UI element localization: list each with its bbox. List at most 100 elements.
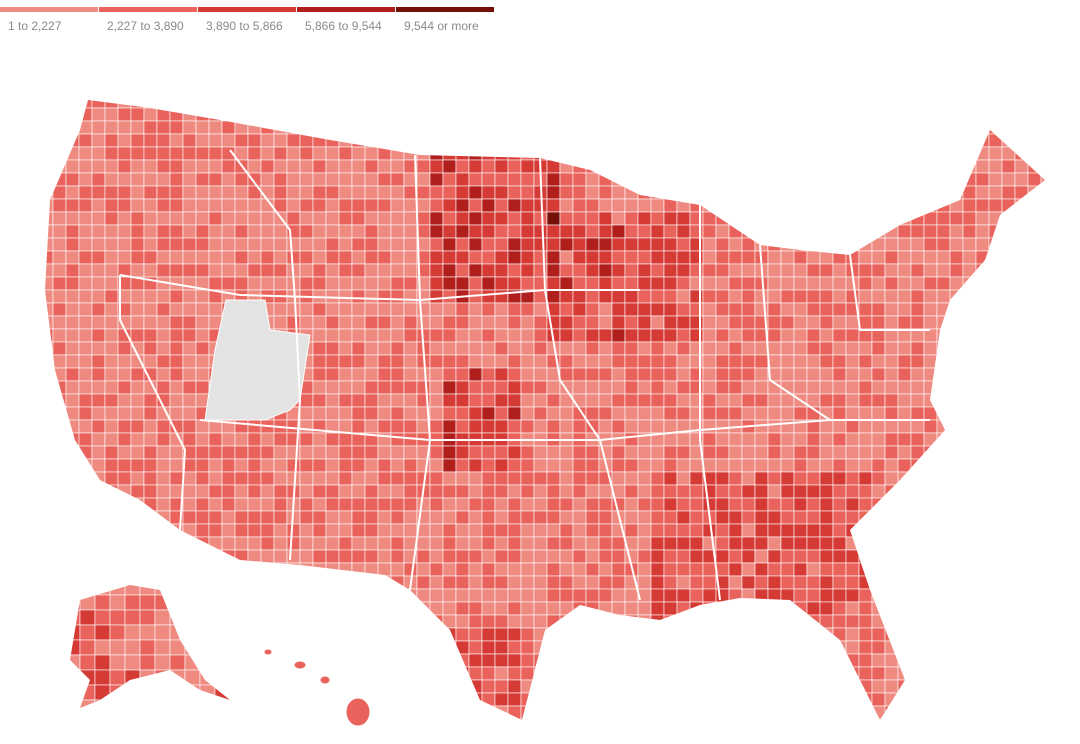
- county: [507, 497, 522, 512]
- county: [949, 679, 964, 694]
- county: [754, 679, 769, 694]
- county: [78, 510, 93, 525]
- county: [923, 471, 938, 486]
- county: [845, 536, 860, 551]
- county: [208, 666, 223, 681]
- county: [650, 445, 665, 460]
- county: [429, 458, 444, 473]
- county: [403, 341, 418, 356]
- county: [585, 133, 600, 148]
- county: [832, 484, 847, 499]
- county: [494, 172, 509, 187]
- county: [598, 250, 613, 265]
- county: [247, 705, 262, 720]
- county: [130, 120, 145, 135]
- county: [910, 159, 925, 174]
- county: [897, 549, 912, 564]
- county: [1001, 250, 1016, 265]
- county: [871, 588, 886, 603]
- county: [299, 640, 314, 655]
- county: [793, 640, 808, 655]
- county: [546, 211, 561, 226]
- county: [208, 107, 223, 122]
- county: [104, 575, 119, 590]
- county: [364, 159, 379, 174]
- county: [481, 393, 496, 408]
- county: [702, 432, 717, 447]
- county: [390, 185, 405, 200]
- county: [195, 146, 210, 161]
- county: [884, 315, 899, 330]
- county: [845, 432, 860, 447]
- county: [819, 328, 834, 343]
- county: [871, 536, 886, 551]
- county: [572, 419, 587, 434]
- county: [130, 198, 145, 213]
- county: [663, 211, 678, 226]
- county: [494, 484, 509, 499]
- county: [897, 341, 912, 356]
- county: [676, 510, 691, 525]
- county: [741, 367, 756, 382]
- county: [546, 224, 561, 239]
- county: [260, 692, 275, 707]
- county: [507, 341, 522, 356]
- county: [780, 497, 795, 512]
- county: [338, 549, 353, 564]
- county: [299, 705, 314, 720]
- county: [260, 471, 275, 486]
- county: [975, 393, 990, 408]
- county: [702, 159, 717, 174]
- county: [650, 120, 665, 135]
- county: [1027, 100, 1042, 109]
- county: [1001, 100, 1016, 109]
- county: [728, 562, 743, 577]
- county: [481, 497, 496, 512]
- county: [559, 692, 574, 707]
- county: [234, 718, 249, 720]
- county: [351, 406, 366, 421]
- county: [130, 692, 145, 707]
- county: [286, 640, 301, 655]
- county: [91, 328, 106, 343]
- county: [481, 601, 496, 616]
- county: [910, 523, 925, 538]
- county: [962, 510, 977, 525]
- county: [988, 419, 1003, 434]
- county: [1040, 484, 1045, 499]
- county: [728, 237, 743, 252]
- county: [975, 302, 990, 317]
- county: [156, 185, 171, 200]
- county: [936, 133, 951, 148]
- county: [793, 614, 808, 629]
- county: [663, 536, 678, 551]
- county: [624, 328, 639, 343]
- county: [507, 393, 522, 408]
- county: [650, 692, 665, 707]
- county: [780, 120, 795, 135]
- county: [494, 562, 509, 577]
- county: [819, 250, 834, 265]
- county: [793, 523, 808, 538]
- county: [117, 367, 132, 382]
- county: [871, 159, 886, 174]
- county: [130, 237, 145, 252]
- county: [624, 263, 639, 278]
- county: [156, 575, 171, 590]
- county: [806, 692, 821, 707]
- county: [884, 146, 899, 161]
- county: [793, 354, 808, 369]
- county: [78, 523, 93, 538]
- county: [650, 510, 665, 525]
- county: [663, 341, 678, 356]
- county: [494, 601, 509, 616]
- county: [832, 419, 847, 434]
- county: [286, 445, 301, 460]
- county: [1027, 510, 1042, 525]
- county: [975, 419, 990, 434]
- county: [169, 302, 184, 317]
- county: [767, 718, 782, 720]
- county: [312, 237, 327, 252]
- county: [351, 484, 366, 499]
- county: [884, 614, 899, 629]
